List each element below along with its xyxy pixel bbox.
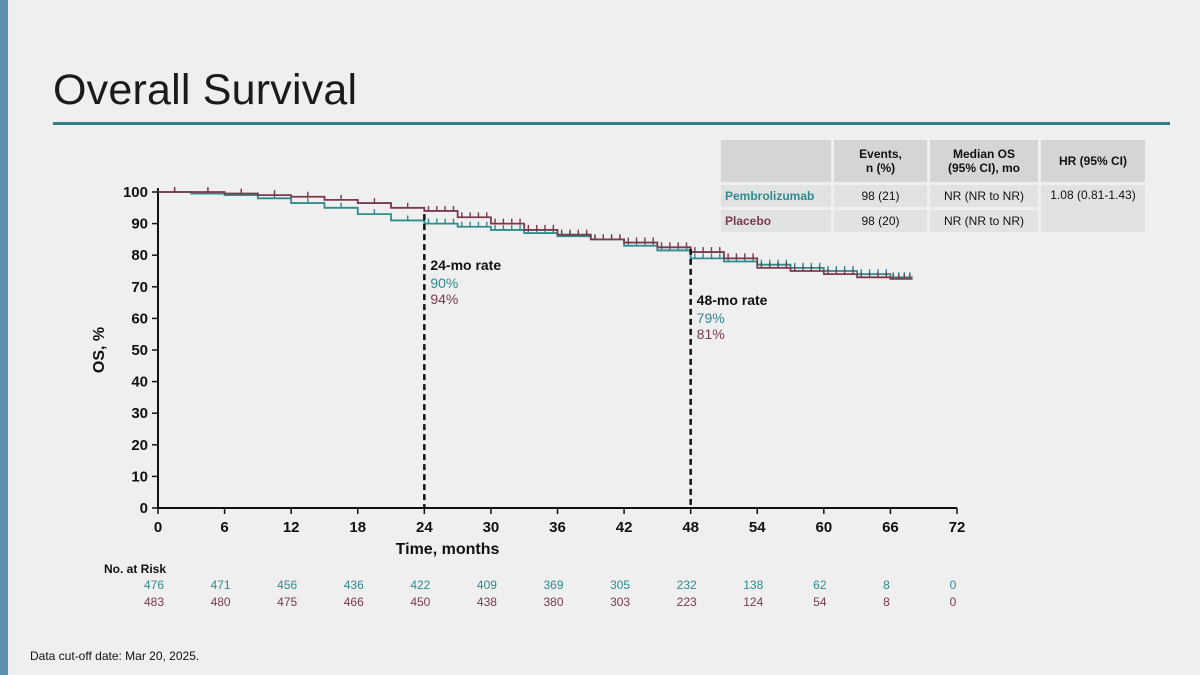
x-tick-label: 66 [882, 519, 899, 536]
y-tick-label: 70 [131, 279, 148, 296]
km-curve-placebo [158, 191, 913, 280]
summary-median-pembrolizumab: NR (NR to NR) [930, 185, 1038, 207]
x-axis-label: Time, months [396, 541, 500, 558]
x-tick-label: 42 [616, 519, 633, 536]
data-cutoff-note: Data cut-off date: Mar 20, 2025. [30, 649, 200, 663]
summary-header-events: Events, n (%) [834, 140, 927, 182]
y-tick-label: 80 [131, 247, 148, 264]
page-title: Overall Survival [53, 66, 358, 114]
x-tick-label: 0 [154, 519, 162, 536]
x-tick-label: 18 [349, 519, 366, 536]
summary-row-placebo: Placebo 98 (20) NR (NR to NR) [721, 210, 1145, 232]
x-tick-label: 30 [483, 519, 500, 536]
risk-count-pembrolizumab: 436 [344, 578, 364, 592]
rate-value-placebo-48: 81% [697, 326, 725, 342]
risk-count-placebo: 54 [813, 595, 827, 609]
km-curve-pembrolizumab [158, 191, 913, 279]
slide: Overall Survival Events, n (%) Median OS(… [8, 0, 1200, 675]
risk-count-placebo: 475 [277, 595, 297, 609]
y-tick-label: 20 [131, 437, 148, 454]
x-tick-label: 48 [682, 519, 699, 536]
rate-label-24: 24-mo rate [430, 257, 501, 273]
risk-count-placebo: 466 [344, 595, 364, 609]
risk-count-pembrolizumab: 476 [144, 578, 164, 592]
risk-count-pembrolizumab: 305 [610, 578, 630, 592]
risk-count-placebo: 438 [477, 595, 497, 609]
risk-count-pembrolizumab: 232 [677, 578, 697, 592]
risk-count-placebo: 8 [883, 595, 890, 609]
risk-count-pembrolizumab: 471 [211, 578, 231, 592]
risk-count-placebo: 223 [677, 595, 697, 609]
risk-table-label: No. at Risk [104, 562, 166, 576]
rate-label-48: 48-mo rate [697, 292, 768, 308]
rate-value-pembrolizumab-24: 90% [430, 275, 458, 291]
summary-table: Events, n (%) Median OS (95% CI), mo HR (9… [718, 137, 1148, 235]
y-tick-label: 10 [131, 468, 148, 485]
risk-count-pembrolizumab: 369 [543, 578, 563, 592]
x-tick-label: 36 [549, 519, 566, 536]
risk-count-pembrolizumab: 422 [410, 578, 430, 592]
summary-header-blank [721, 140, 831, 182]
summary-median-placebo: NR (NR to NR) [930, 210, 1038, 232]
rate-value-pembrolizumab-48: 79% [697, 310, 725, 326]
x-tick-label: 60 [815, 519, 832, 536]
title-divider [53, 122, 1170, 125]
summary-hr: 1.08 (0.81-1.43) [1041, 185, 1145, 232]
risk-count-placebo: 0 [950, 595, 957, 609]
x-tick-label: 54 [749, 519, 766, 536]
x-tick-label: 24 [416, 519, 433, 536]
x-tick-label: 6 [220, 519, 228, 536]
summary-row-pembrolizumab: Pembrolizumab 98 (21) NR (NR to NR) 1.08… [721, 185, 1145, 232]
y-axis-label: OS, % [91, 327, 108, 373]
y-tick-label: 30 [131, 405, 148, 422]
risk-count-pembrolizumab: 0 [950, 578, 957, 592]
summary-events-pembrolizumab: 98 (21) [834, 185, 927, 207]
risk-count-pembrolizumab: 138 [743, 578, 763, 592]
risk-count-pembrolizumab: 409 [477, 578, 497, 592]
y-tick-label: 90 [131, 216, 148, 233]
y-tick-label: 50 [131, 342, 148, 359]
x-tick-label: 12 [283, 519, 300, 536]
summary-header-row: Events, n (%) Median OS (95% CI), mo HR (9… [721, 140, 1145, 182]
summary-arm-placebo: Placebo [721, 210, 831, 232]
risk-count-pembrolizumab: 62 [813, 578, 827, 592]
risk-count-placebo: 380 [543, 595, 563, 609]
summary-events-placebo: 98 (20) [834, 210, 927, 232]
risk-count-placebo: 483 [144, 595, 164, 609]
y-tick-label: 60 [131, 310, 148, 327]
rate-value-placebo-24: 94% [430, 291, 458, 307]
risk-count-placebo: 303 [610, 595, 630, 609]
y-tick-label: 40 [131, 374, 148, 391]
risk-count-placebo: 124 [743, 595, 763, 609]
summary-header-median: Median OS (95% CI), mo [930, 140, 1038, 182]
risk-count-pembrolizumab: 456 [277, 578, 297, 592]
summary-header-hr: HR (95% CI) [1041, 140, 1145, 182]
y-tick-label: 100 [123, 184, 148, 201]
summary-arm-pembrolizumab: Pembrolizumab [721, 185, 831, 207]
risk-count-placebo: 450 [410, 595, 430, 609]
y-tick-label: 0 [140, 500, 148, 517]
risk-count-pembrolizumab: 8 [883, 578, 890, 592]
risk-count-placebo: 480 [211, 595, 231, 609]
x-tick-label: 72 [949, 519, 966, 536]
